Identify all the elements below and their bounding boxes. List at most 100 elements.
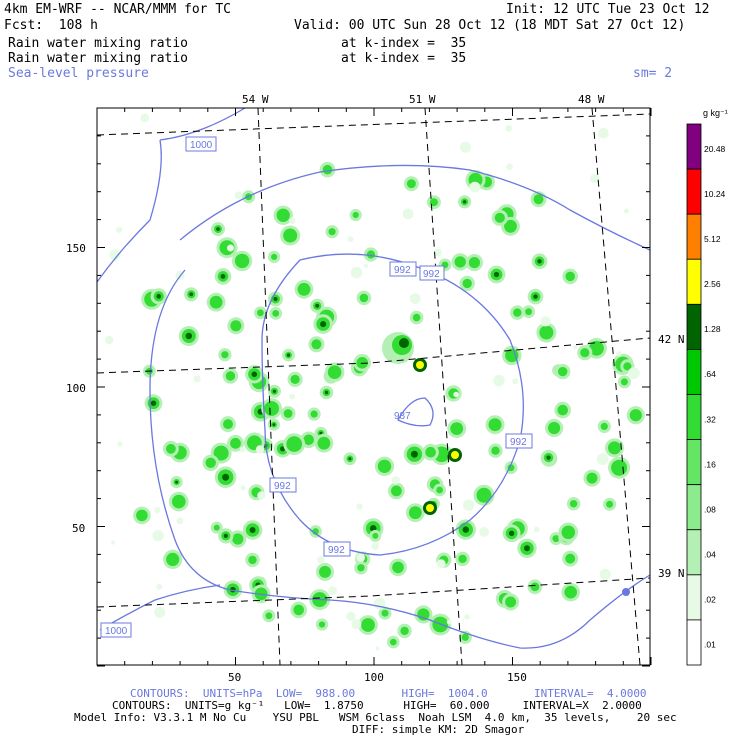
rain-cell [505, 124, 513, 132]
left-tick-label: 100 [66, 382, 86, 395]
rain-cell [289, 217, 296, 225]
rain-cell [319, 431, 323, 435]
rain-cell [623, 362, 632, 371]
colorbar-level-label: .02 [704, 595, 716, 605]
colorbar-level-label: 20.48 [704, 144, 726, 154]
rain-cell [513, 308, 522, 317]
rain-cell [494, 212, 505, 223]
rain-cell [257, 309, 264, 317]
lon-line-54w [257, 107, 281, 666]
rain-cell [493, 374, 505, 387]
rain-cell [311, 339, 322, 350]
slp-contour-1000-lower [99, 584, 221, 631]
rain-cell [375, 646, 380, 651]
rain-cell [327, 365, 342, 380]
rain-cell [363, 263, 369, 269]
rain-cell [599, 568, 611, 580]
smoothing-label: sm= 2 [633, 66, 673, 81]
rain-cell [391, 485, 402, 497]
rain-cell [616, 351, 622, 357]
rain-cell [611, 459, 628, 476]
rain-cell [310, 410, 318, 418]
rain-cell [185, 332, 192, 340]
rain-cell [172, 494, 186, 509]
rain-cell [406, 179, 416, 189]
slp-contour-info: CONTOURS: UNITS=hPa LOW= 988.00 HIGH= 10… [130, 687, 647, 700]
rain-cell [209, 295, 223, 309]
rain-cell [412, 313, 421, 322]
rain-cell [272, 310, 280, 317]
rain-cell [293, 604, 305, 616]
rain-cell [154, 507, 161, 514]
rain-cell [230, 437, 241, 449]
rain-cell [392, 561, 404, 574]
rain-cell [596, 453, 609, 465]
rain-cell [540, 316, 551, 327]
colorbar-swatch [686, 303, 702, 350]
colorbar-swatch [686, 394, 702, 440]
diffusion-info: DIFF: simple KM: 2D Smagor [352, 723, 525, 736]
rain-cell [351, 619, 362, 630]
contour-label: 1000 [190, 140, 213, 151]
left-tick-label: 50 [72, 522, 85, 535]
contour-label: 992 [394, 265, 411, 276]
rain-cell [286, 353, 291, 357]
field-2-name: Rain water mixing ratio [8, 51, 189, 66]
rain-cell [240, 485, 246, 491]
colorbar-swatch [686, 349, 702, 395]
rain-cell [264, 401, 279, 416]
rain-cell [565, 553, 576, 564]
rain-cell [322, 164, 333, 175]
axis-ticks [96, 107, 652, 667]
rain-cell [193, 375, 201, 383]
rain-cell [408, 506, 422, 520]
field-3-name: Sea-level pressure [8, 66, 149, 81]
rain-cell [156, 294, 161, 299]
colorbar-swatch [686, 484, 702, 531]
lon-label: 48 W [578, 93, 605, 106]
colorbar-level-label: .16 [704, 459, 716, 469]
rain-cell [524, 545, 530, 552]
rain-cell [623, 208, 629, 214]
rain-cell [234, 191, 243, 200]
rain-cell [289, 393, 296, 400]
rain-cell [458, 554, 467, 564]
rain-cell [255, 445, 265, 454]
rain-cell [533, 294, 538, 299]
contour-label: 987 [394, 411, 411, 422]
rain-cell [166, 552, 180, 567]
rain-cell [248, 555, 257, 565]
lon-label: 51 W [409, 93, 436, 106]
colorbar-level-label: 1.28 [704, 324, 721, 334]
rain-cell [493, 271, 500, 278]
rain-cell [372, 532, 379, 539]
rain-cell [227, 244, 234, 252]
valid-time: Valid: 00 UTC Sun 28 Oct 12 (18 MDT Sat … [294, 18, 686, 33]
rain-cell [283, 228, 298, 243]
rain-cell [276, 208, 290, 222]
rain-cell [359, 293, 369, 303]
rain-cell [434, 248, 442, 257]
rain-cell [468, 257, 480, 269]
lat-line-42n [96, 337, 651, 374]
bottom-tick-label: 150 [507, 671, 527, 684]
rain-cell [537, 259, 542, 264]
rain-cell [315, 303, 320, 308]
rain-cell [223, 533, 228, 539]
rain-cell [290, 374, 300, 384]
rain-cell [569, 500, 578, 508]
rain-cell [205, 457, 216, 468]
rain-cell [400, 626, 409, 636]
rain-cell [222, 473, 230, 481]
init-time: Init: 12 UTC Tue 23 Oct 12 [506, 2, 710, 17]
rain-cell [580, 348, 590, 358]
rain-cell [557, 404, 568, 416]
rain-cell [533, 526, 540, 533]
colorbar-swatch [686, 123, 702, 170]
rain-cell [175, 480, 179, 484]
rain-cell [564, 585, 577, 599]
forecast-hour: Fcst: 108 h [4, 18, 98, 33]
rain-cell [152, 530, 164, 542]
colorbar-swatch [686, 529, 702, 576]
